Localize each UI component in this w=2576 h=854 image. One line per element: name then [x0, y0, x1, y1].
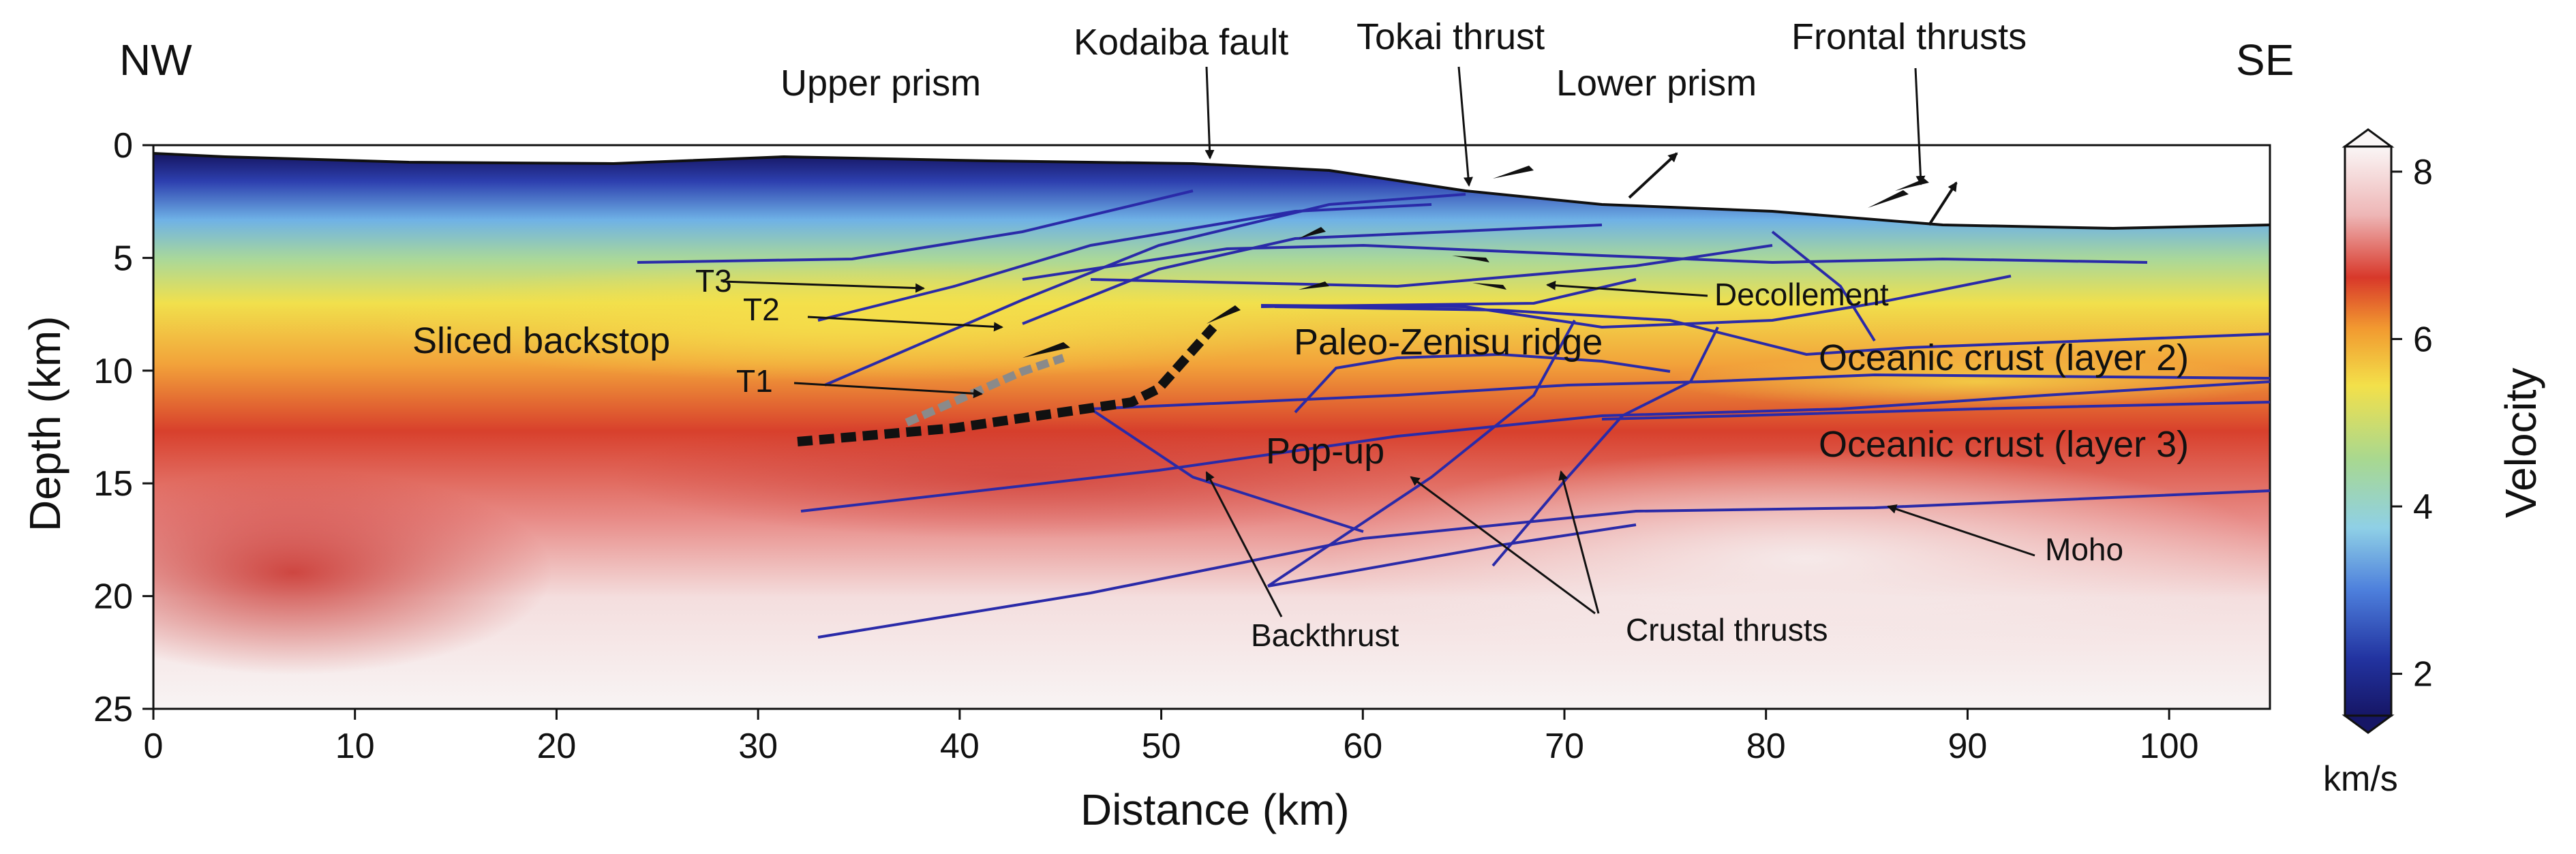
crustal-thrusts-label: Crustal thrusts	[1626, 612, 1828, 647]
x-tick-label: 100	[2140, 727, 2199, 766]
x-tick-label: 50	[1142, 727, 1181, 766]
t3-fault	[637, 189, 1194, 264]
backthrust-line	[1089, 408, 1364, 533]
annotation-leaders	[722, 66, 2035, 617]
x-tick-label: 90	[1948, 727, 1988, 766]
colorbar-scale	[2344, 145, 2393, 717]
seafloor-line	[153, 152, 2271, 230]
colorbar-tick-label: 4	[2413, 487, 2433, 527]
t3-label: T3	[695, 263, 732, 299]
oceanic-layer2-label: Oceanic crust (layer 2)	[1819, 337, 2189, 378]
sliced-backstop-label: Sliced backstop	[412, 320, 670, 361]
nw-label: NW	[119, 35, 192, 85]
layer2-top	[1090, 373, 2271, 410]
colorbar-unit: km/s	[2323, 759, 2398, 799]
x-tick-label: 80	[1746, 727, 1786, 766]
black-dashed-line	[797, 324, 1217, 446]
decollement-label: Decollement	[1714, 277, 1889, 312]
pop-up-base	[1267, 523, 1637, 588]
y-tick-label: 10	[93, 352, 133, 391]
pop-up-label: Pop-up	[1266, 431, 1384, 472]
t1-fault	[824, 193, 1466, 386]
thrust-sheet-1	[1022, 224, 1603, 325]
lower-prism-label: Lower prism	[1556, 63, 1757, 104]
x-tick-label: 30	[738, 727, 778, 766]
frontal-thrust-arrow	[1928, 181, 1958, 226]
x-tick-label: 0	[144, 727, 164, 766]
t2-label: T2	[743, 292, 780, 327]
colorbar-tick-label: 8	[2413, 153, 2433, 192]
frontal-fault	[1771, 230, 1876, 342]
x-tick-label: 70	[1545, 727, 1584, 766]
paleo-zenisu-top	[1274, 305, 2271, 356]
y-tick-label: 0	[113, 126, 133, 166]
y-axis-label: Depth (km)	[20, 316, 70, 532]
kodaiba-fault-label: Kodaiba fault	[1074, 22, 1288, 63]
plot-frame	[152, 144, 2271, 710]
y-tick-label: 5	[113, 239, 133, 278]
colorbar-bottom-cap	[2342, 714, 2395, 734]
crustal-thrust-1	[1267, 320, 1576, 588]
backthrust-label: Backthrust	[1251, 617, 1399, 653]
colorbar-label: Velocity	[2496, 367, 2545, 518]
x-axis-ticks: 0 10 20 30 40 50 60 70 80 90 100	[144, 709, 2199, 766]
y-axis-ticks: 0 5 10 15 20 25	[93, 126, 153, 729]
colorbar-tick-label: 6	[2413, 320, 2433, 359]
colorbar-top-cap	[2342, 128, 2395, 148]
colorbar-ticks: 2 4 6 8	[2391, 153, 2433, 695]
gray-dashed-line	[905, 354, 1065, 427]
deep-red-anomaly	[153, 470, 552, 675]
paleo-zenisu-inner	[1294, 352, 1671, 414]
tokai-thrust-label: Tokai thrust	[1357, 16, 1545, 57]
moho-label: Moho	[2045, 532, 2123, 567]
x-tick-label: 40	[940, 727, 980, 766]
upper-prism-label: Upper prism	[781, 63, 981, 104]
x-axis-label: Distance (km)	[1080, 785, 1350, 834]
y-tick-label: 15	[93, 464, 133, 504]
y-tick-label: 20	[93, 577, 133, 617]
x-tick-label: 20	[537, 727, 577, 766]
oceanic-layer3-label: Oceanic crust (layer 3)	[1819, 424, 2189, 465]
y-tick-label: 25	[93, 690, 133, 729]
paleo-zenisu-label: Paleo-Zenisu ridge	[1294, 322, 1603, 363]
decollement-upper	[1022, 243, 2148, 281]
colorbar-tick-label: 2	[2413, 655, 2433, 695]
velocity-image	[153, 145, 2270, 709]
thrust-sheet-2	[1090, 244, 1773, 288]
se-label: SE	[2236, 35, 2294, 85]
t2-fault	[817, 203, 1432, 322]
tokai-thrust-arrow	[1628, 152, 1678, 199]
t1-label: T1	[736, 363, 773, 399]
crustal-thrust-2	[1491, 326, 1719, 567]
fault-lines	[637, 189, 2271, 639]
x-tick-label: 10	[335, 727, 375, 766]
layer3-top	[1601, 401, 2271, 421]
colorbar: 2 4 6 8 Velocity km/s	[2323, 128, 2545, 799]
layer2-layer3-boundary	[800, 380, 2271, 513]
x-tick-label: 60	[1343, 727, 1382, 766]
moho-line	[817, 489, 2271, 639]
frontal-thrusts-label: Frontal thrusts	[1791, 16, 2027, 57]
